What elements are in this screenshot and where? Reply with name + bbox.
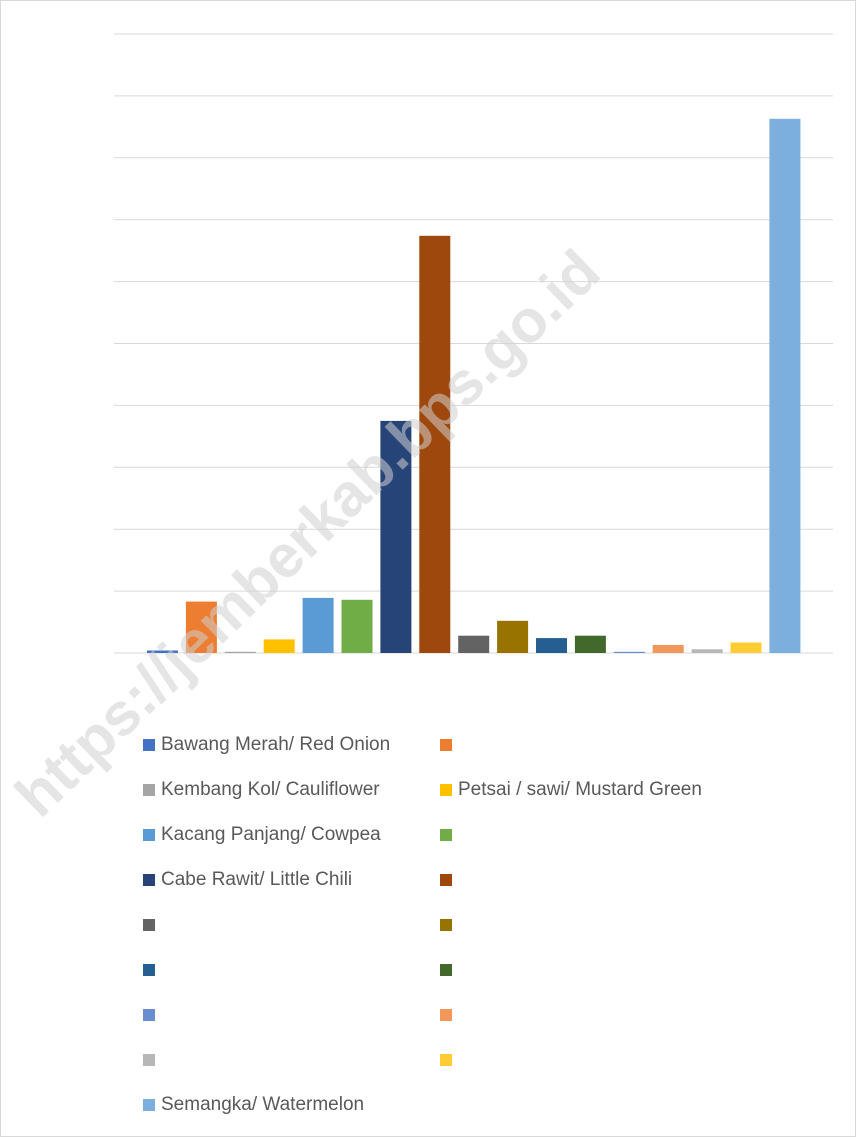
legend-swatch	[143, 919, 155, 931]
legend-swatch	[440, 739, 452, 751]
legend-item: Kembang Kol/ Cauliflower	[143, 776, 380, 804]
bars	[147, 118, 801, 654]
legend-item	[143, 1001, 161, 1029]
bar-8	[419, 235, 451, 654]
legend-item	[143, 1046, 161, 1074]
legend-item: Bawang Merah/ Red Onion	[143, 731, 390, 759]
legend-swatch	[143, 1054, 155, 1066]
legend-swatch	[440, 1009, 452, 1021]
legend-swatch	[440, 829, 452, 841]
legend-item: Kacang Panjang/ Cowpea	[143, 821, 381, 849]
bar-15	[691, 649, 723, 653]
legend-swatch	[440, 874, 452, 886]
legend-label: Semangka/ Watermelon	[161, 1094, 365, 1115]
bar-4	[263, 639, 295, 653]
bar-9	[458, 635, 490, 653]
legend-item: Cabe Rawit/ Little Chili	[143, 866, 352, 894]
bar-3	[224, 651, 256, 653]
legend-item: Petsai / sawi/ Mustard Green	[440, 776, 702, 804]
chart-plot-area	[114, 33, 833, 654]
legend-label: Bawang Merah/ Red Onion	[161, 734, 391, 755]
legend-swatch	[440, 1054, 452, 1066]
legend-item	[440, 911, 458, 939]
bar-12	[574, 635, 606, 653]
legend-swatch	[143, 874, 155, 886]
legend-label: Cabe Rawit/ Little Chili	[161, 869, 353, 890]
legend-item	[440, 1001, 458, 1029]
bar-11	[536, 638, 567, 653]
legend-swatch	[143, 739, 155, 751]
legend-swatch	[440, 919, 452, 931]
bar-10	[497, 620, 529, 653]
legend-item	[143, 911, 161, 939]
legend-swatch	[143, 1009, 155, 1021]
legend-label: Petsai / sawi/ Mustard Green	[458, 779, 702, 800]
legend-item	[440, 1046, 458, 1074]
legend-item	[143, 956, 161, 984]
bar-7	[380, 420, 412, 653]
legend-swatch	[143, 964, 155, 976]
legend-item	[440, 731, 458, 759]
bar-2	[185, 601, 217, 653]
bar-14	[652, 645, 684, 653]
legend-item	[440, 956, 458, 984]
legend-swatch	[143, 829, 155, 841]
legend-swatch	[440, 784, 452, 796]
bar-1	[147, 650, 178, 653]
bar-16	[730, 642, 762, 653]
bar-5	[302, 597, 334, 653]
legend-swatch	[440, 964, 452, 976]
gridlines	[114, 33, 833, 654]
bar-6	[341, 599, 373, 653]
legend-item	[440, 866, 458, 894]
legend-swatch	[143, 1099, 155, 1111]
legend-item	[440, 821, 458, 849]
legend-item: Semangka/ Watermelon	[143, 1091, 364, 1119]
legend-swatch	[143, 784, 155, 796]
legend-label: Kembang Kol/ Cauliflower	[161, 779, 380, 800]
bar-17	[769, 118, 801, 654]
bar-13	[613, 651, 645, 653]
legend-label: Kacang Panjang/ Cowpea	[161, 824, 381, 845]
